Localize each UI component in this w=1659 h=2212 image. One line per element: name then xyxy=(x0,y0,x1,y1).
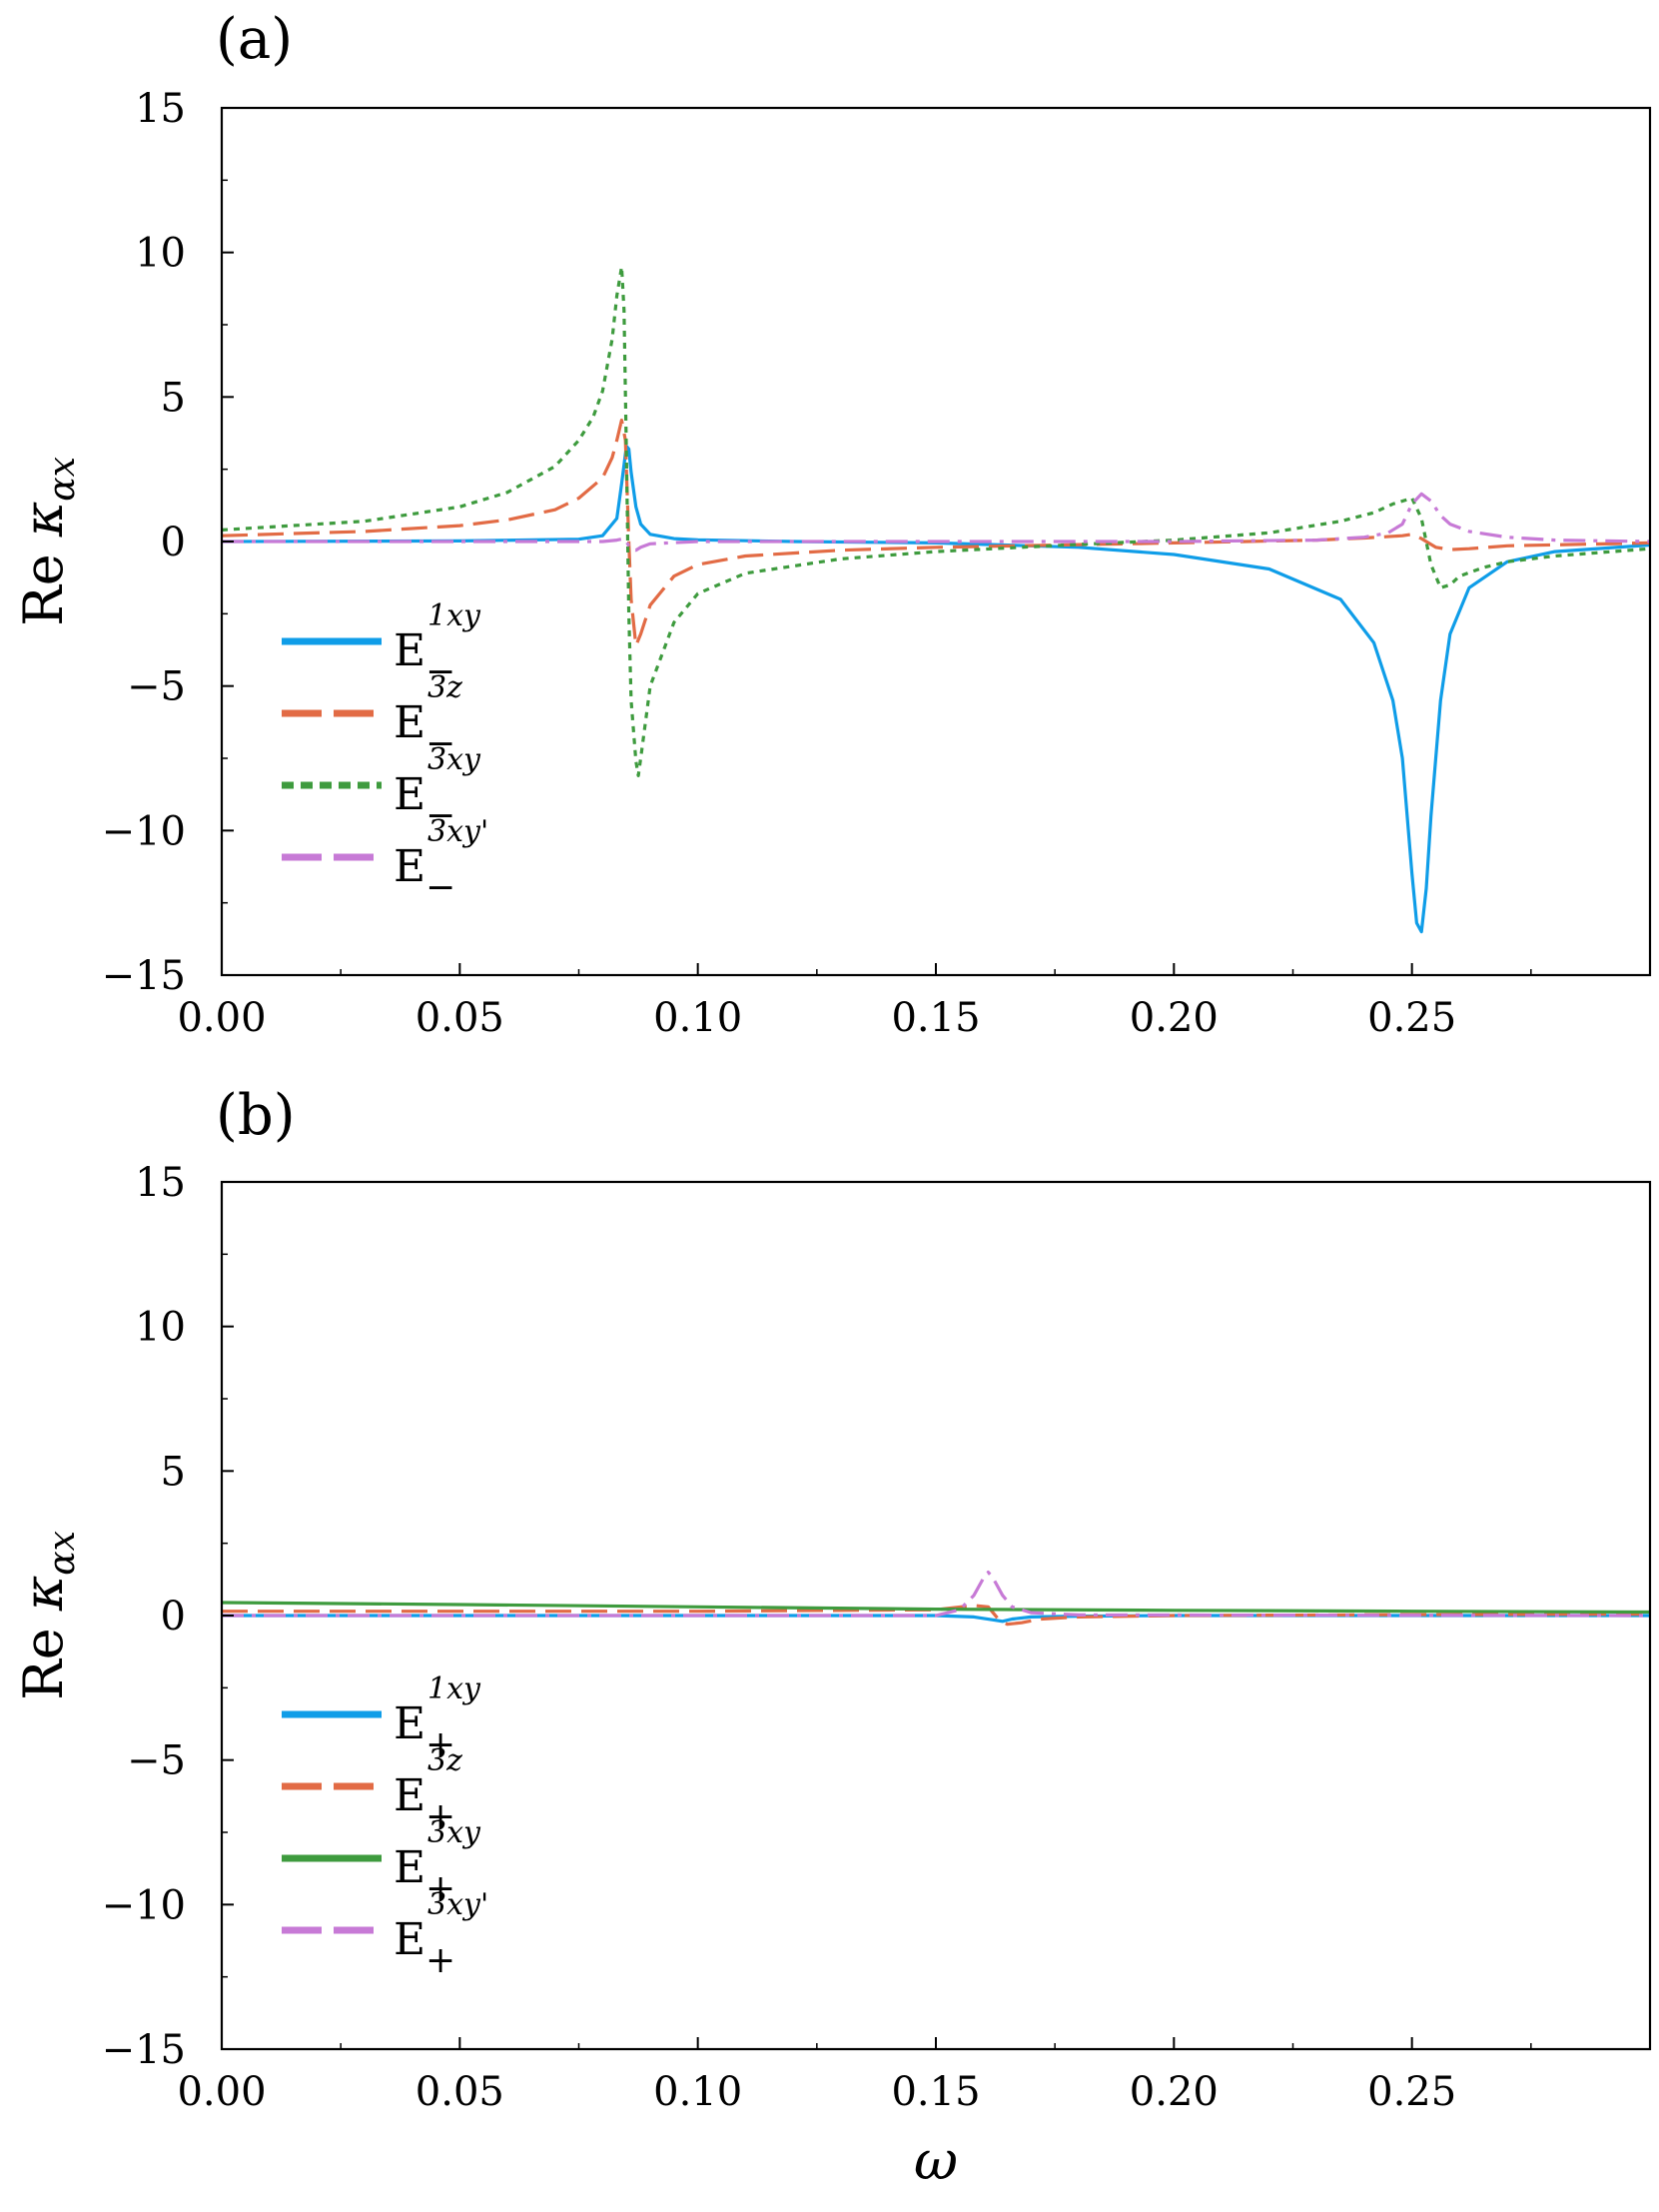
y-axis-label-symbol: κ xyxy=(12,502,75,538)
series-lines xyxy=(222,265,1650,934)
x-tick-label: 0.25 xyxy=(1367,2069,1456,2115)
panel-a: (a) 15 10 5 0 −5 −10 −150.00 0.05 0.10 0.15 0.20 0.2… xyxy=(12,7,1652,1041)
legend-subscript-3: − xyxy=(425,795,455,836)
legend-subscript-4: + xyxy=(425,1940,455,1981)
legend-label-2: E xyxy=(394,1770,425,1821)
legend-superscript-2: 3z xyxy=(427,1743,462,1778)
legend-superscript-3: 3xy xyxy=(427,1815,481,1850)
x-tick-label: 0.00 xyxy=(177,2069,266,2115)
legend-label-4: E xyxy=(394,1914,425,1965)
x-tick-label: 0.15 xyxy=(891,995,980,1041)
y-tick-label: −15 xyxy=(102,953,186,999)
legend-label-3: E xyxy=(394,769,425,820)
y-tick-label: 5 xyxy=(161,1449,186,1495)
y-axis-label-symbol: κ xyxy=(12,1576,75,1612)
legend-subscript-1: − xyxy=(425,651,455,692)
x-tick-label: 0.05 xyxy=(415,995,504,1041)
x-tick-label: 0.15 xyxy=(891,2069,980,2115)
y-tick-label: −5 xyxy=(127,664,186,710)
legend-superscript-1: 1xy xyxy=(427,598,481,633)
panel-label: (a) xyxy=(216,7,293,72)
panel-label: (b) xyxy=(216,1083,296,1148)
legend-superscript-4: 3xy' xyxy=(427,1887,488,1922)
x-tick-label: 0.05 xyxy=(415,2069,504,2115)
y-tick-label: 10 xyxy=(135,1305,186,1351)
y-axis-label-prefix: Re xyxy=(12,1611,75,1700)
legend-subscript-1: + xyxy=(425,1724,455,1765)
y-axis-label-prefix: Re xyxy=(12,537,75,626)
legend-label-3: E xyxy=(394,1842,425,1893)
x-tick-label: 0.20 xyxy=(1130,995,1219,1041)
y-tick-label: 0 xyxy=(161,1594,186,1640)
legend-subscript-2: + xyxy=(425,1796,455,1837)
legend-label-1: E xyxy=(394,1698,425,1749)
x-tick-label: 0.10 xyxy=(653,2069,742,2115)
y-axis-label-subscript: αx xyxy=(42,1531,83,1576)
legend-label-4: E xyxy=(394,841,425,892)
y-tick-label: 15 xyxy=(135,86,186,132)
legend-subscript-3: + xyxy=(425,1868,455,1909)
series-lines xyxy=(222,1571,1650,1627)
y-tick-label: −10 xyxy=(102,808,186,854)
y-tick-label: 15 xyxy=(135,1160,186,1206)
panel-b: (b) 15 10 5 0 −5 −10 −150.00 0.05 0.10 0.15 0.20 0.2… xyxy=(12,1083,1652,2192)
series-line-4 xyxy=(222,492,1650,553)
y-tick-label: −15 xyxy=(102,2027,186,2073)
x-tick-label: 0.20 xyxy=(1130,2069,1219,2115)
legend-superscript-4: 3xy' xyxy=(427,814,488,849)
series-line-2 xyxy=(222,418,1650,647)
y-axis-label: Re καx xyxy=(12,457,83,626)
legend-superscript-2: 3z xyxy=(427,670,462,705)
legend-superscript-3: 3xy xyxy=(427,742,481,777)
y-tick-label: 10 xyxy=(135,231,186,277)
y-tick-label: −5 xyxy=(127,1738,186,1784)
x-axis-label: ω xyxy=(914,2129,958,2192)
y-tick-label: 0 xyxy=(161,520,186,565)
series-line-1 xyxy=(222,444,1650,934)
y-tick-label: −10 xyxy=(102,1882,186,1928)
x-tick-label: 0.10 xyxy=(653,995,742,1041)
legend-subscript-2: − xyxy=(425,723,455,764)
series-line-4 xyxy=(222,1571,1650,1618)
legend-label-2: E xyxy=(394,697,425,748)
legend-label-1: E xyxy=(394,625,425,676)
y-axis-label: Re καx xyxy=(12,1531,83,1700)
x-tick-label: 0.00 xyxy=(177,995,266,1041)
series-line-3 xyxy=(222,265,1650,777)
y-axis-label-subscript: αx xyxy=(42,457,83,502)
series-line-3 xyxy=(222,1601,1650,1615)
legend-subscript-4: − xyxy=(425,867,455,908)
legend-superscript-1: 1xy xyxy=(427,1671,481,1706)
x-tick-label: 0.25 xyxy=(1367,995,1456,1041)
y-tick-label: 5 xyxy=(161,375,186,421)
